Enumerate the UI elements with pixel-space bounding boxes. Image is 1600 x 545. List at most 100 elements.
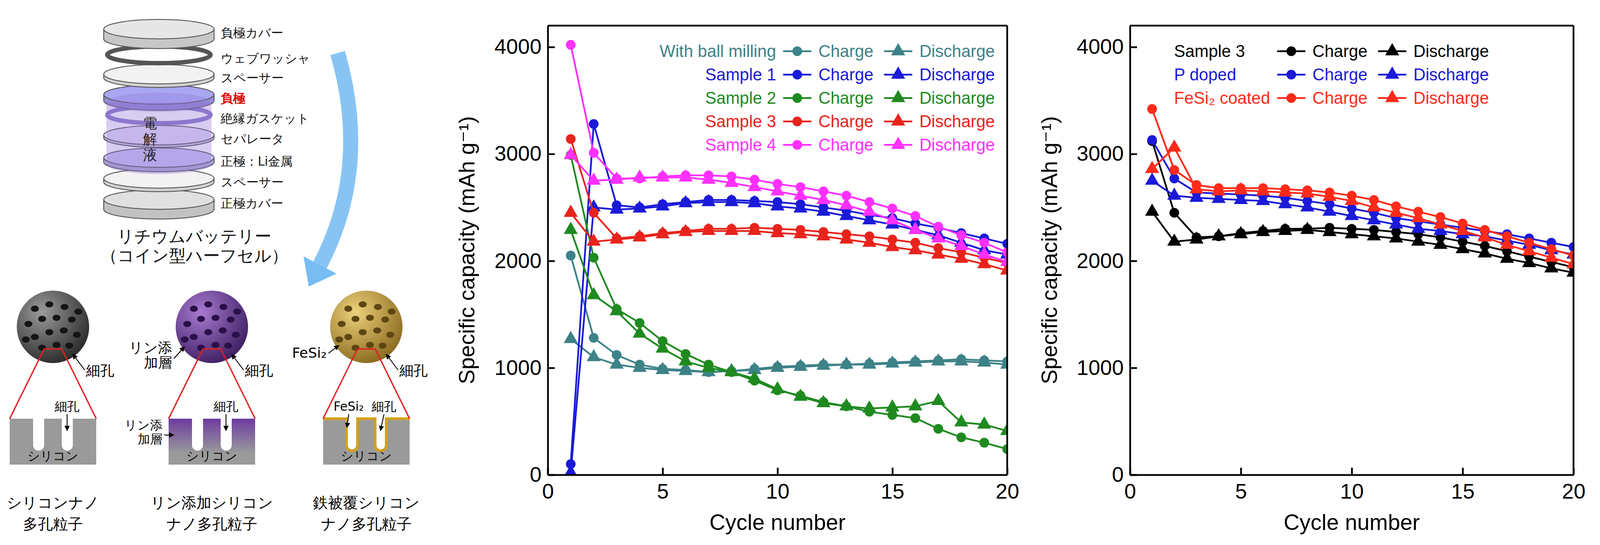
electrolyte-label: 電解液 [143,114,158,164]
label: リン添加層 [128,338,173,371]
tick-label: 10 [765,479,790,503]
pore [381,316,390,323]
pore [74,308,83,315]
plot-data [1144,104,1574,277]
tick: 20 [1562,467,1586,503]
series-line [570,255,1008,373]
series-line [570,229,1008,431]
particle: シリコンFeSi₂細孔FeSi₂細孔鉄被覆シリコンナノ多孔粒子 [292,290,428,533]
series-line [1152,147,1574,264]
legend-label: Charge [818,112,874,131]
pore [365,314,374,321]
marker [770,359,785,372]
marker [1189,180,1204,194]
cell-layer-top [103,189,215,210]
marker [1300,185,1315,198]
pore [189,333,198,340]
tick-mark [1129,46,1137,49]
marker [1144,160,1160,174]
legend-symbol [1286,46,1297,57]
pore [60,303,69,310]
plot-data [563,40,1008,475]
marker [793,358,808,371]
coin-cell: 電解液 [103,19,215,219]
pore [211,314,220,321]
pore [37,344,46,351]
marker [586,348,601,362]
section-material: シリコン [27,448,79,464]
tick-mark [662,467,664,475]
legend-label: Discharge [919,88,995,108]
tick-mark [776,467,779,475]
legend-label: Charge [818,41,874,61]
frame-line [1572,25,1575,475]
marker [839,356,854,369]
marker [1389,229,1404,243]
pore [183,320,192,327]
legend-symbol [891,66,906,80]
legend-label: Discharge [919,65,995,84]
pore [67,316,76,323]
marker [701,193,716,207]
tick-mark [1129,153,1137,155]
marker [816,394,831,407]
marker [770,198,785,211]
tick: 1000 [1076,355,1137,380]
tick: 5 [656,467,669,503]
legend-group: P doped [1174,65,1237,84]
legend-label: Charge [818,135,874,155]
cell-layer-top [103,19,215,39]
label-line: リン添 [128,338,173,356]
marker [632,325,647,338]
legend: Sample 3ChargeDischargeP dopedChargeDisc… [1174,41,1489,108]
zoom-line [168,348,256,419]
pore [189,305,198,312]
x-axis-title: Cycle number [709,509,846,535]
label-line: リン添 [124,417,163,433]
pore [373,327,382,334]
marker [588,147,599,158]
legend-label: Discharge [919,41,995,61]
marker [862,234,877,247]
marker [724,363,739,377]
marker [1411,233,1426,246]
label-arrow [173,346,185,359]
legend-label: Charge [818,65,874,84]
tick-label: 10 [1340,479,1364,503]
tick-mark [547,474,555,476]
legend-symbol [891,113,906,126]
marker [632,359,647,372]
marker [1189,231,1204,244]
tick: 3000 [494,141,555,166]
label-line: 細孔 [213,399,239,414]
marker [956,432,967,442]
zoom-line [323,348,410,419]
label: 細孔 [54,399,80,414]
marker [933,221,944,232]
marker [910,413,921,423]
pore [358,301,367,308]
legend-label: Discharge [1413,65,1489,84]
tick-label: 20 [1562,479,1586,503]
marker [931,392,946,406]
x-axis: 05101520 [1124,467,1586,503]
label-arrow [164,434,174,436]
marker [724,193,739,207]
marker [655,340,670,353]
marker [1211,228,1226,241]
marker [588,332,599,343]
series-line [570,154,1008,449]
tick-label: 2000 [494,248,542,273]
series-line [570,154,1008,262]
pore [196,315,205,322]
marker [816,191,831,204]
pore [386,331,395,338]
label: 細孔 [85,361,115,379]
coating [323,418,410,451]
cell-layer-top [103,64,215,84]
label-arrow [386,353,399,370]
marker [563,221,578,234]
marker [1167,233,1182,246]
tick: 0 [1111,462,1137,486]
tick-label: 0 [542,479,554,503]
